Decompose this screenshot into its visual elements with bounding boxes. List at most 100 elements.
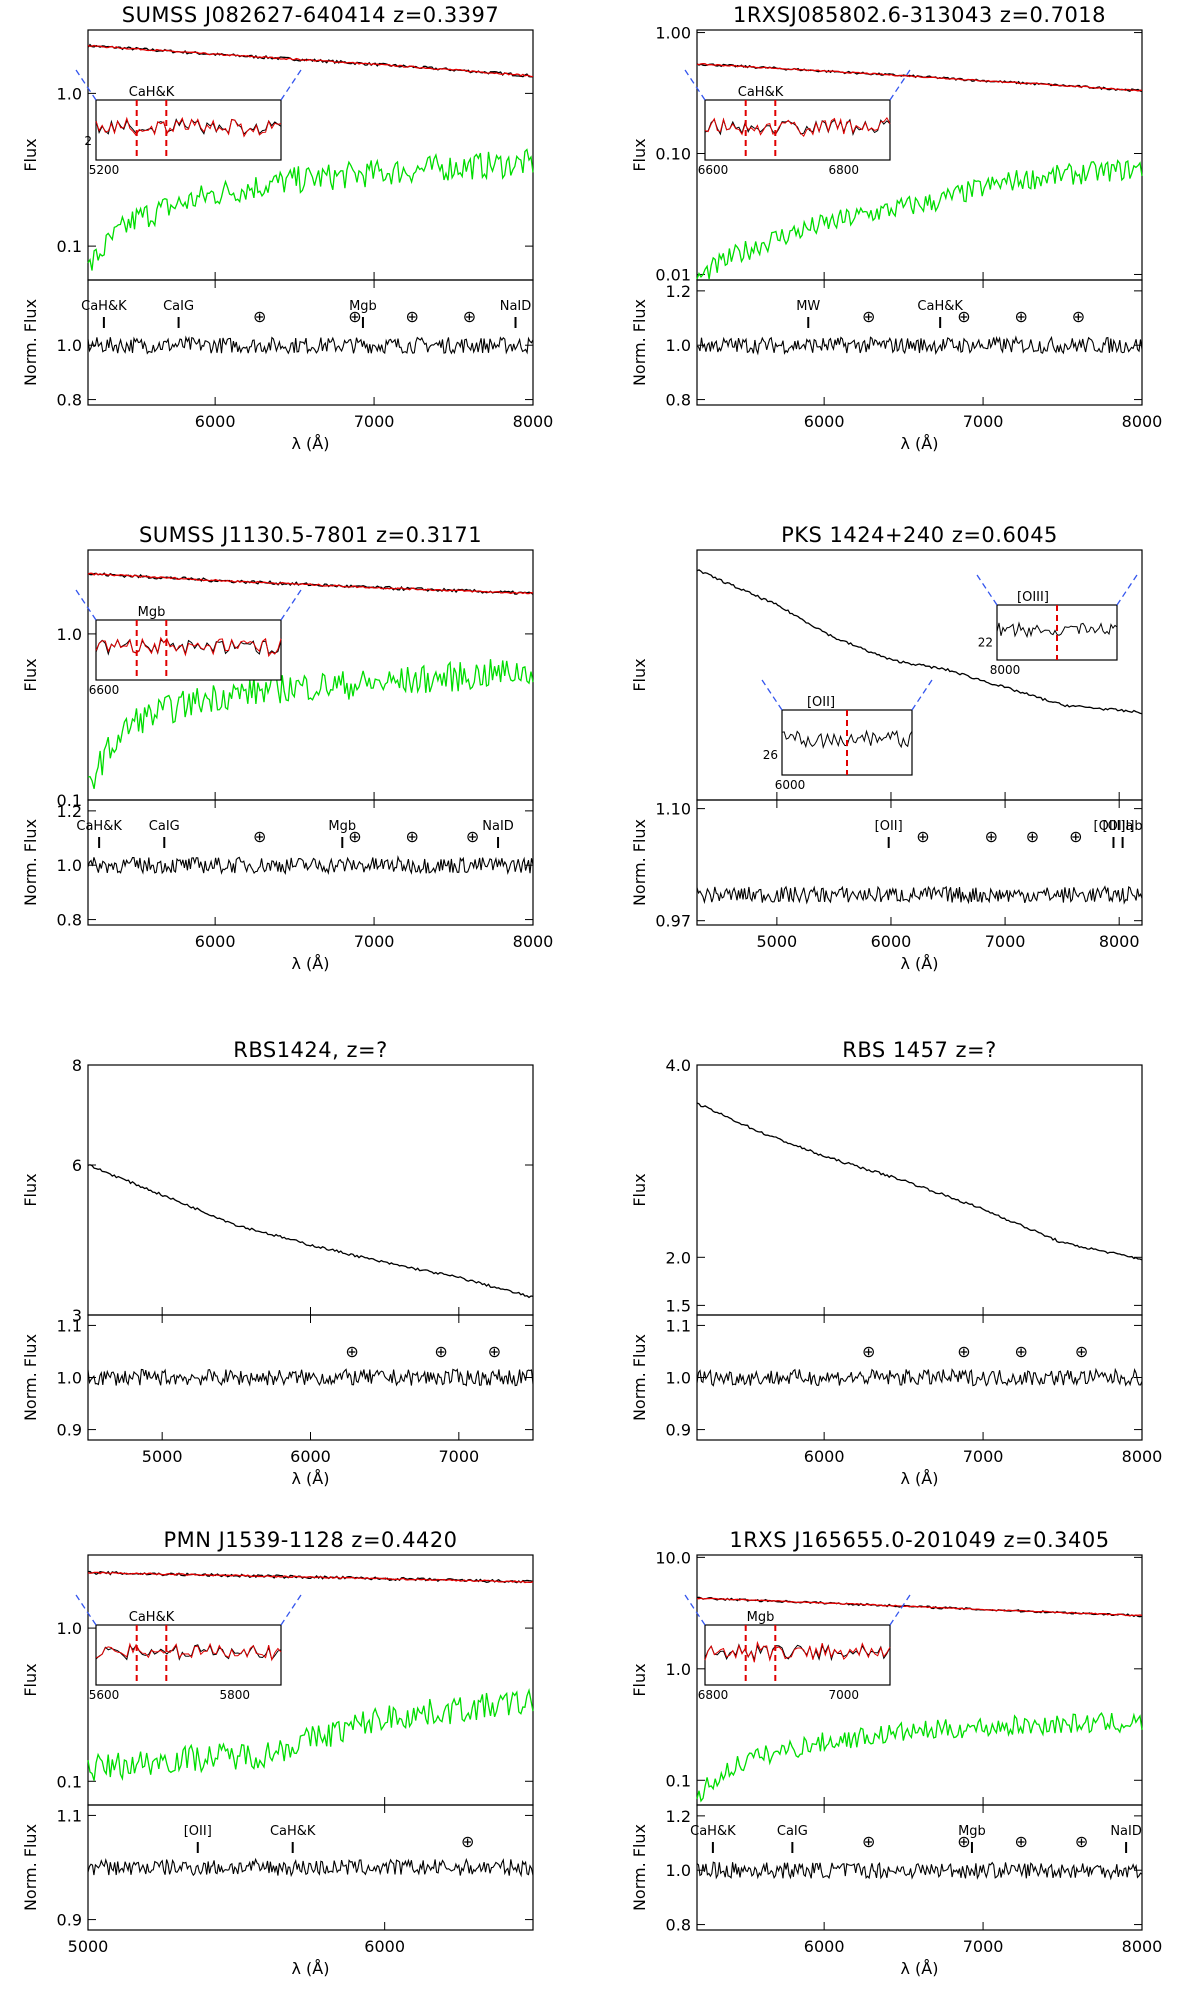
line-label: Mgb: [349, 299, 377, 314]
telluric-marker: ⊕: [348, 307, 361, 326]
norm-flux-axis-label: Norm. Flux: [21, 1824, 40, 1911]
telluric-marker: ⊕: [348, 827, 361, 846]
spectrum-series: [696, 63, 1143, 92]
xtick-label: 8000: [1099, 932, 1140, 951]
wavelength-axis-label: λ (Å): [292, 434, 330, 453]
telluric-marker: ⊕: [406, 307, 419, 326]
inset-model: [95, 636, 282, 658]
norm-ytick-label: 0.97: [655, 912, 691, 931]
xtick-label: 8000: [1122, 1937, 1163, 1956]
zoom-inset: Mgb 6600: [75, 589, 302, 697]
xtick-label: 7000: [985, 932, 1026, 951]
spectrum-series: [87, 1688, 534, 1782]
xtick-label: 6000: [290, 1447, 331, 1466]
normalized-spectrum: [87, 1368, 534, 1387]
wavelength-axis-label: λ (Å): [901, 954, 939, 973]
flux-axes-frame: [87, 1064, 534, 1316]
flux-axis-label: Flux: [21, 138, 40, 171]
flux-ytick-label: 0.1: [57, 1772, 82, 1791]
norm-flux-axes-frame: [87, 1804, 534, 1931]
inset-frame: [95, 99, 282, 161]
spectrum-panel: SUMSS J082627-640414 z=0.3397 Flux Norm. F…: [21, 3, 553, 453]
spectrum-series: [696, 159, 1143, 280]
xtick-label: 7000: [354, 932, 395, 951]
norm-ytick-label: 1.1: [57, 1316, 82, 1335]
inset-connector: [280, 69, 302, 101]
line-label: CaH&K: [690, 1824, 736, 1839]
inset-model: [95, 1642, 282, 1662]
spectrum-panel: 1RXSJ085802.6-313043 z=0.7018 Flux Norm. F…: [630, 3, 1162, 453]
inset-label: [OIII]: [1017, 590, 1049, 605]
telluric-marker: ⊕: [1015, 307, 1028, 326]
xtick-label: 6000: [804, 412, 845, 431]
inset-connector: [75, 589, 97, 621]
inset-connector: [684, 69, 706, 101]
norm-ytick-label: 1.2: [666, 282, 691, 301]
norm-ytick-label: 1.0: [57, 1369, 82, 1388]
xtick-label: 5000: [757, 932, 798, 951]
inset-model: [704, 1640, 891, 1663]
flux-ytick-label: 0.1: [666, 1771, 691, 1790]
norm-flux-axis-label: Norm. Flux: [630, 1334, 649, 1421]
xtick-label: 6000: [195, 412, 236, 431]
zoom-inset: [OII] 6000 26: [761, 679, 933, 792]
flux-ytick-label: 4.0: [666, 1056, 691, 1075]
inset-connector: [1116, 574, 1138, 606]
telluric-marker: ⊕: [957, 307, 970, 326]
panel-title: PMN J1539-1128 z=0.4420: [163, 1528, 457, 1552]
norm-ytick-label: 0.9: [666, 1421, 691, 1440]
telluric-marker: ⊕: [985, 827, 998, 846]
panel-title: 1RXS J165655.0-201049 z=0.3405: [729, 1528, 1109, 1552]
telluric-marker: ⊕: [253, 307, 266, 326]
xtick-label: 6000: [804, 1447, 845, 1466]
panel-title: 1RXSJ085802.6-313043 z=0.7018: [733, 3, 1106, 27]
norm-ytick-label: 0.8: [666, 1916, 691, 1935]
xtick-label: 6000: [804, 1937, 845, 1956]
telluric-marker: ⊕: [862, 307, 875, 326]
xtick-label: 5000: [68, 1937, 109, 1956]
flux-axis-label: Flux: [630, 1663, 649, 1696]
inset-xtick: 5800: [219, 1688, 250, 1702]
wavelength-axis-label: λ (Å): [901, 1959, 939, 1978]
spectrum-panel: 1RXS J165655.0-201049 z=0.3405 Flux Norm. …: [630, 1528, 1162, 1978]
norm-flux-axes-frame: [87, 279, 534, 406]
flux-axis-label: Flux: [21, 658, 40, 691]
line-label: CaH&K: [270, 1824, 316, 1839]
xtick-label: 8000: [1122, 1447, 1163, 1466]
spectrum-series: [696, 1597, 1143, 1617]
zoom-inset: CaH&K 5200 2: [75, 69, 302, 177]
telluric-marker: ⊕: [957, 1342, 970, 1361]
normalized-spectrum: [696, 885, 1143, 905]
xtick-label: 8000: [513, 412, 554, 431]
line-label: Mgb: [328, 819, 356, 834]
zoom-inset: CaH&K 6600 6800: [684, 69, 911, 177]
telluric-marker: ⊕: [488, 1342, 501, 1361]
line-label: MW: [796, 299, 820, 314]
spectrum-panel: PMN J1539-1128 z=0.4420 Flux Norm. Flux 1.0…: [21, 1528, 534, 1978]
inset-connector: [889, 69, 911, 101]
inset-label: Mgb: [138, 605, 166, 620]
xtick-label: 8000: [513, 932, 554, 951]
telluric-marker: ⊕: [862, 1342, 875, 1361]
spectrum-series: [87, 44, 533, 78]
wavelength-axis-label: λ (Å): [292, 1959, 330, 1978]
flux-ytick-label: 1.00: [655, 24, 691, 43]
flux-ytick-label: 1.5: [666, 1296, 691, 1315]
flux-ytick-label: 0.1: [57, 237, 82, 256]
norm-ytick-label: 1.0: [666, 1861, 691, 1880]
norm-ytick-label: 1.10: [655, 800, 691, 819]
spectrum-series: [87, 572, 534, 595]
inset-model: [704, 116, 891, 137]
wavelength-axis-label: λ (Å): [292, 1469, 330, 1488]
inset-xtick: 6800: [828, 163, 859, 177]
norm-flux-axis-label: Norm. Flux: [21, 299, 40, 386]
flux-ytick-label: 2.0: [666, 1248, 691, 1267]
line-label: [OII]: [875, 819, 903, 834]
inset-xtick: 6600: [698, 163, 729, 177]
flux-axis-label: Flux: [630, 138, 649, 171]
norm-flux-axis-label: Norm. Flux: [21, 819, 40, 906]
inset-connector: [75, 1594, 97, 1626]
line-label: [OII]: [184, 1824, 212, 1839]
spectrum-series: [87, 43, 533, 78]
spectrum-panel: SUMSS J1130.5-7801 z=0.3171 Flux Norm. Flu…: [21, 523, 553, 973]
